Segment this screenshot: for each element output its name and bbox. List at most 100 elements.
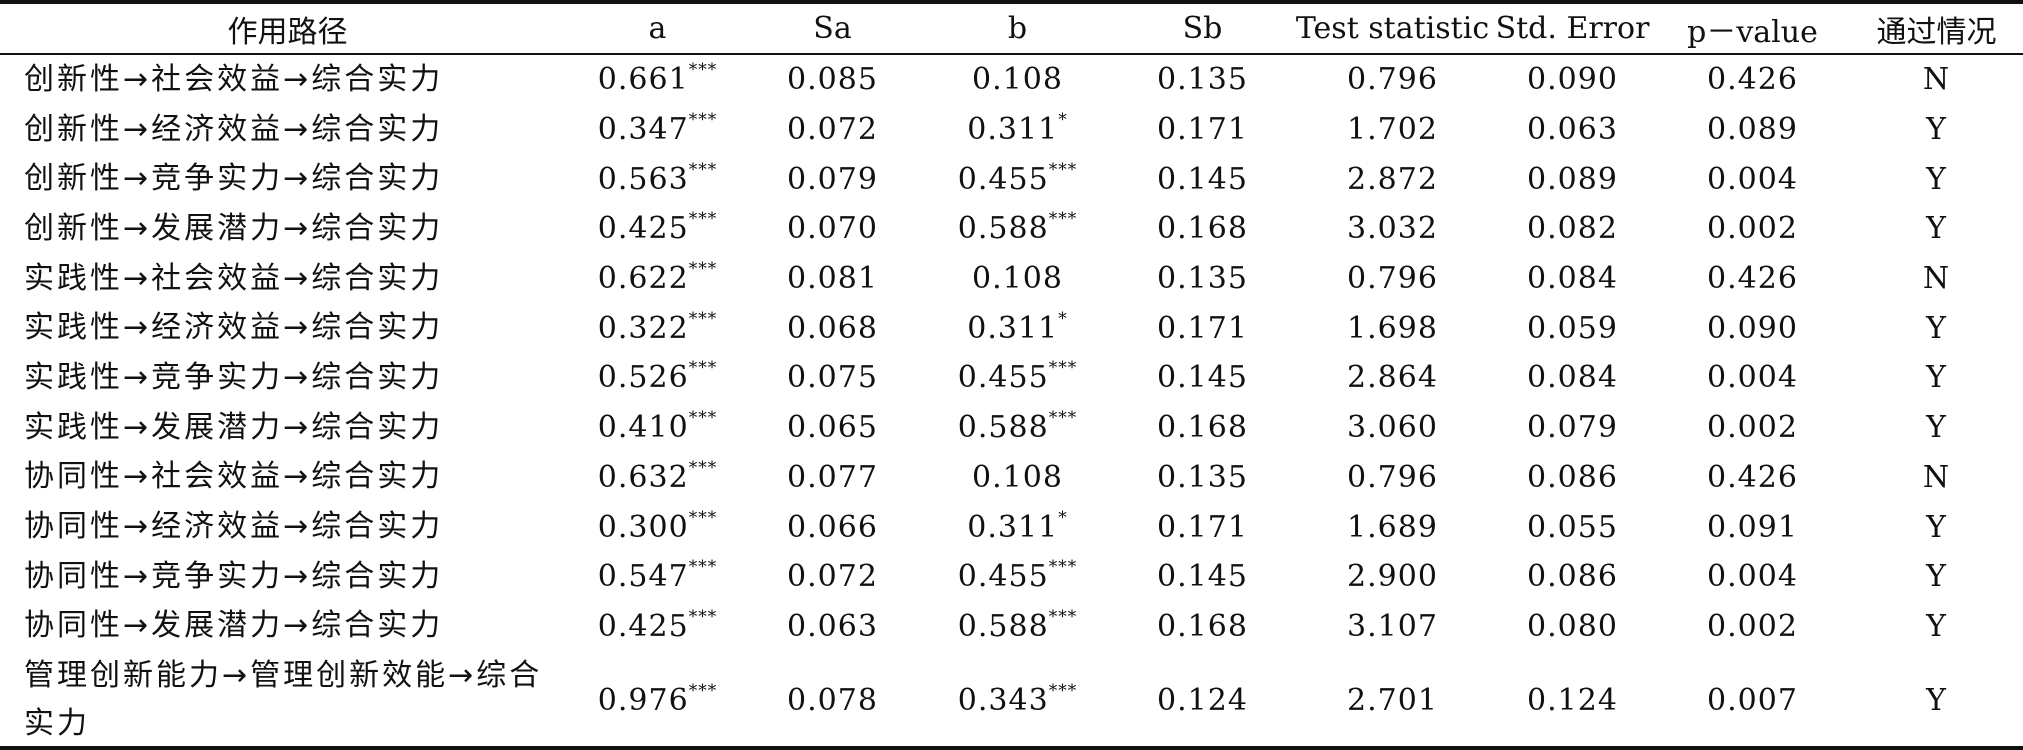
pass-status-cell-value: Y (1926, 509, 1947, 545)
p-value-cell-value: 0.426 (1707, 261, 1798, 297)
table-row: 实践性→发展潜力→综合实力 0.410*** 0.065 0.588*** 0.168 3… (0, 403, 2023, 453)
pass-status-cell: Y (1850, 204, 2023, 254)
table-row: 创新性→社会效益→综合实力 0.661*** 0.085 0.108 0.135 0.79… (0, 54, 2023, 105)
p-value-cell: 0.004 (1655, 154, 1850, 204)
std-error-cell: 0.124 (1490, 651, 1655, 749)
test-statistic-cell: 0.796 (1295, 54, 1490, 105)
significance-marker: *** (688, 557, 718, 578)
std-error-cell-value: 0.055 (1527, 509, 1618, 545)
a-cell-value: 0.347 (597, 112, 689, 148)
sa-cell-value: 0.072 (787, 112, 878, 148)
sa-cell-value: 0.066 (787, 509, 878, 545)
significance-marker: *** (1048, 209, 1078, 230)
test-statistic-cell-value: 3.032 (1347, 211, 1438, 247)
path-cell-value: 协同性→发展潜力→综合实力 (24, 608, 444, 644)
a-cell: 0.425*** (575, 602, 740, 652)
significance-marker: *** (688, 110, 718, 131)
test-statistic-cell-value: 1.689 (1347, 509, 1438, 545)
std-error-cell-value: 0.124 (1527, 682, 1618, 718)
b-cell: 0.108 (925, 54, 1110, 105)
pass-status-cell-value: Y (1926, 682, 1947, 718)
sb-cell: 0.135 (1110, 453, 1295, 503)
a-cell-value: 0.322 (597, 310, 689, 346)
header-sb: Sb (1110, 4, 1295, 55)
sb-cell: 0.145 (1110, 353, 1295, 403)
std-error-cell: 0.059 (1490, 303, 1655, 353)
std-error-cell: 0.089 (1490, 154, 1655, 204)
test-statistic-cell: 1.689 (1295, 502, 1490, 552)
pass-status-cell-value: N (1922, 62, 1951, 98)
pass-status-cell: Y (1850, 303, 2023, 353)
b-cell-value: 0.311 (967, 509, 1059, 545)
std-error-cell-value: 0.079 (1527, 410, 1618, 446)
b-cell-value: 0.588 (957, 410, 1049, 446)
path-cell-value: 创新性→发展潜力→综合实力 (24, 210, 444, 246)
significance-marker: *** (688, 308, 718, 329)
sb-cell-value: 0.171 (1157, 112, 1248, 148)
p-value-cell-value: 0.089 (1707, 112, 1798, 148)
test-statistic-cell: 3.107 (1295, 602, 1490, 652)
a-cell-value: 0.526 (597, 360, 689, 396)
sb-cell: 0.145 (1110, 552, 1295, 602)
header-path: 作用路径 (0, 4, 575, 55)
std-error-cell-value: 0.089 (1527, 161, 1618, 197)
b-cell: 0.455*** (925, 154, 1110, 204)
b-cell-value: 0.108 (972, 62, 1063, 98)
b-cell: 0.311* (925, 502, 1110, 552)
p-value-cell: 0.090 (1655, 303, 1850, 353)
pass-status-cell-value: Y (1926, 410, 1947, 446)
sa-cell: 0.066 (740, 502, 925, 552)
significance-marker: *** (1048, 159, 1078, 180)
test-statistic-cell: 2.701 (1295, 651, 1490, 749)
sb-cell-value: 0.168 (1157, 410, 1248, 446)
pass-status-cell: Y (1850, 154, 2023, 204)
pass-status-cell: Y (1850, 105, 2023, 155)
p-value-cell: 0.426 (1655, 453, 1850, 503)
std-error-cell: 0.084 (1490, 254, 1655, 304)
pass-status-cell: N (1850, 54, 2023, 105)
test-statistic-cell: 2.872 (1295, 154, 1490, 204)
sb-cell: 0.135 (1110, 54, 1295, 105)
pass-status-cell: N (1850, 453, 2023, 503)
table-row: 创新性→经济效益→综合实力 0.347*** 0.072 0.311* 0.171 1.7… (0, 105, 2023, 155)
path-cell: 创新性→社会效益→综合实力 (0, 54, 575, 105)
sa-cell: 0.063 (740, 602, 925, 652)
test-statistic-cell-value: 2.900 (1347, 559, 1438, 595)
pass-status-cell-value: Y (1926, 360, 1947, 396)
sb-cell-value: 0.168 (1157, 211, 1248, 247)
table-row: 创新性→竞争实力→综合实力 0.563*** 0.079 0.455*** 0.145 2… (0, 154, 2023, 204)
path-cell: 创新性→竞争实力→综合实力 (0, 154, 575, 204)
std-error-cell: 0.082 (1490, 204, 1655, 254)
b-cell-value: 0.311 (967, 310, 1059, 346)
test-statistic-cell-value: 3.107 (1347, 608, 1438, 644)
b-cell: 0.588*** (925, 403, 1110, 453)
pass-status-cell-value: Y (1926, 310, 1947, 346)
p-value-cell-value: 0.426 (1707, 62, 1798, 98)
mediation-path-table: 作用路径 a Sa b Sb Test statistic Std. Error… (0, 4, 2023, 749)
p-value-cell-value: 0.002 (1707, 211, 1798, 247)
p-value-cell-value: 0.090 (1707, 310, 1798, 346)
table-row: 实践性→社会效益→综合实力 0.622*** 0.081 0.108 0.135 0.79… (0, 254, 2023, 304)
sa-cell: 0.079 (740, 154, 925, 204)
b-cell: 0.455*** (925, 353, 1110, 403)
b-cell-value: 0.588 (957, 211, 1049, 247)
test-statistic-cell-value: 0.796 (1347, 459, 1438, 495)
p-value-cell-value: 0.091 (1707, 509, 1798, 545)
a-cell-value: 0.547 (597, 559, 689, 595)
std-error-cell-value: 0.059 (1527, 310, 1618, 346)
header-p-value: p－value (1655, 4, 1850, 55)
test-statistic-cell: 0.796 (1295, 254, 1490, 304)
sa-cell: 0.078 (740, 651, 925, 749)
p-value-cell: 0.002 (1655, 403, 1850, 453)
header-test-statistic: Test statistic (1295, 4, 1490, 55)
significance-marker: *** (688, 680, 718, 701)
pass-status-cell: Y (1850, 651, 2023, 749)
b-cell: 0.311* (925, 105, 1110, 155)
std-error-cell: 0.055 (1490, 502, 1655, 552)
a-cell: 0.410*** (575, 403, 740, 453)
significance-marker: *** (688, 408, 718, 429)
table-row: 协同性→竞争实力→综合实力 0.547*** 0.072 0.455*** 0.145 2… (0, 552, 2023, 602)
b-cell: 0.108 (925, 254, 1110, 304)
path-cell: 实践性→竞争实力→综合实力 (0, 353, 575, 403)
table-row: 管理创新能力→管理创新效能→综合实力 0.976*** 0.078 0.343*** 0… (0, 651, 2023, 749)
